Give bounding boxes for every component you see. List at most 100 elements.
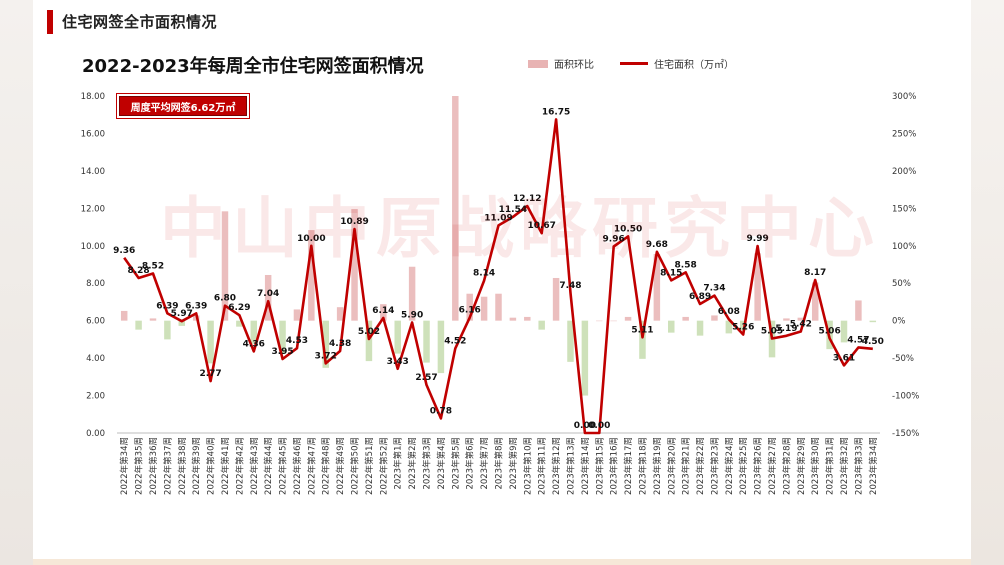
x-tick-label: 2023年第20周 <box>666 437 677 495</box>
bar-mom <box>739 320 747 331</box>
y-right-tick-label: 150% <box>892 204 916 214</box>
data-label: 3.61 <box>833 353 855 363</box>
x-tick-label: 2023年第12周 <box>551 437 562 495</box>
data-label: 6.39 <box>185 301 207 311</box>
data-label: 2.57 <box>415 373 437 383</box>
y-right-tick-label: 0% <box>892 317 906 327</box>
x-tick-label: 2022年第46周 <box>292 437 303 495</box>
x-tick-label: 2022年第51周 <box>364 437 375 495</box>
bar-mom <box>480 296 488 321</box>
bar-mom <box>380 304 387 321</box>
data-label: 6.89 <box>689 292 711 302</box>
x-tick-label: 2023年第3周 <box>422 437 433 490</box>
watermark: 中山中原战略研究中心 <box>160 190 880 267</box>
line-residential-area <box>123 118 873 435</box>
data-label: 6.14 <box>372 306 394 316</box>
chart-title: 2022-2023年每周全市住宅网签面积情况 <box>82 56 424 77</box>
x-tick-label: 2023年第16周 <box>609 437 620 495</box>
x-tick-label: 2023年第22周 <box>695 437 706 495</box>
y-right-tick-label: -150% <box>892 429 919 439</box>
y-left-tick-label: 6.00 <box>86 317 105 327</box>
y-left-tick-label: 18.00 <box>81 92 105 102</box>
bar-mom <box>509 317 517 321</box>
data-label: 6.08 <box>718 307 740 317</box>
bar-mom <box>552 277 560 321</box>
y-left-tick-label: 14.00 <box>81 167 105 177</box>
x-tick-label: 2023年第6周 <box>465 437 476 490</box>
data-label: 5.97 <box>171 309 193 319</box>
bar-mom <box>639 320 646 359</box>
chart-legend: 面积环比 住宅面积（万㎡） <box>528 56 734 71</box>
bar-mom <box>725 320 733 334</box>
data-label: 5.90 <box>401 311 423 321</box>
data-label: 10.67 <box>527 221 555 231</box>
legend-bar-label: 面积环比 <box>554 60 594 71</box>
data-label: 3.72 <box>315 351 337 361</box>
bar-mom <box>250 320 258 344</box>
y-left-tick-label: 10.00 <box>81 242 105 252</box>
y-right-tick-label: 200% <box>892 167 916 177</box>
data-label: 4.50 <box>862 337 884 347</box>
bar-mom <box>682 316 689 321</box>
data-label: 6.29 <box>228 303 250 313</box>
data-label: 9.68 <box>646 240 668 250</box>
y-right-tick-label: 50% <box>892 279 911 289</box>
data-label: 9.96 <box>603 235 625 245</box>
x-tick-label: 2023年第15周 <box>594 437 605 495</box>
data-label: 8.28 <box>127 266 149 276</box>
data-label: 5.02 <box>358 327 380 337</box>
data-label: 10.00 <box>297 234 325 244</box>
x-tick-label: 2022年第40周 <box>206 437 217 495</box>
bar-mom <box>336 307 344 321</box>
x-tick-label: 2023年第11周 <box>537 437 548 495</box>
bar-mom <box>581 320 589 396</box>
bar-mom <box>351 209 358 321</box>
x-tick-label: 2022年第48周 <box>321 437 332 495</box>
data-label: 5.19 <box>775 324 797 334</box>
data-label: 8.15 <box>660 268 682 278</box>
bar-mom <box>696 320 704 336</box>
data-label: 0.00 <box>588 421 610 431</box>
x-tick-label: 2022年第39周 <box>191 437 202 495</box>
data-label: 5.05 <box>761 326 783 336</box>
bar-mom <box>567 320 574 362</box>
data-label: 5.11 <box>631 325 653 335</box>
y-right-tick-label: 300% <box>892 92 916 102</box>
data-label: 7.34 <box>703 284 725 294</box>
x-tick-label: 2023年第2周 <box>407 437 418 490</box>
data-label: 6.39 <box>156 301 178 311</box>
data-label: 6.16 <box>459 306 481 316</box>
x-tick-label: 2022年第43周 <box>249 437 260 495</box>
data-label: 10.50 <box>614 224 642 234</box>
data-label: 7.48 <box>559 281 581 291</box>
bar-mom <box>797 317 805 321</box>
bar-mom <box>524 316 531 321</box>
data-label: 5.26 <box>732 323 754 333</box>
x-tick-label: 2023年第18周 <box>637 437 648 495</box>
data-label: 4.53 <box>286 336 308 346</box>
x-tick-label: 2023年第14周 <box>580 437 591 495</box>
bar-mom <box>855 300 862 321</box>
bar-mom <box>610 320 617 322</box>
left-margin-decor <box>0 0 33 565</box>
x-tick-label: 2022年第49周 <box>335 437 346 495</box>
bar-mom <box>135 320 142 330</box>
y-left-tick-label: 8.00 <box>86 279 105 289</box>
x-tick-label: 2022年第47周 <box>306 437 317 495</box>
bar-mom <box>466 293 473 321</box>
x-tick-label: 2022年第45周 <box>278 437 289 495</box>
bar-mom <box>624 316 632 321</box>
data-label: 16.75 <box>542 107 570 117</box>
x-tick-label: 2023年第1周 <box>393 437 404 490</box>
y-left-tick-label: 12.00 <box>81 204 105 214</box>
data-label: 9.36 <box>113 246 135 256</box>
bar-mom <box>264 274 272 321</box>
bar-mom <box>711 315 718 321</box>
x-tick-label: 2022年第34周 <box>119 437 130 495</box>
x-tick-label: 2022年第41周 <box>220 437 231 495</box>
bar-mom <box>754 253 761 321</box>
y-right-tick-label: 250% <box>892 129 916 139</box>
bar-mom <box>408 266 416 321</box>
x-tick-label: 2023年第31周 <box>825 437 836 495</box>
bar-mom <box>783 318 790 321</box>
